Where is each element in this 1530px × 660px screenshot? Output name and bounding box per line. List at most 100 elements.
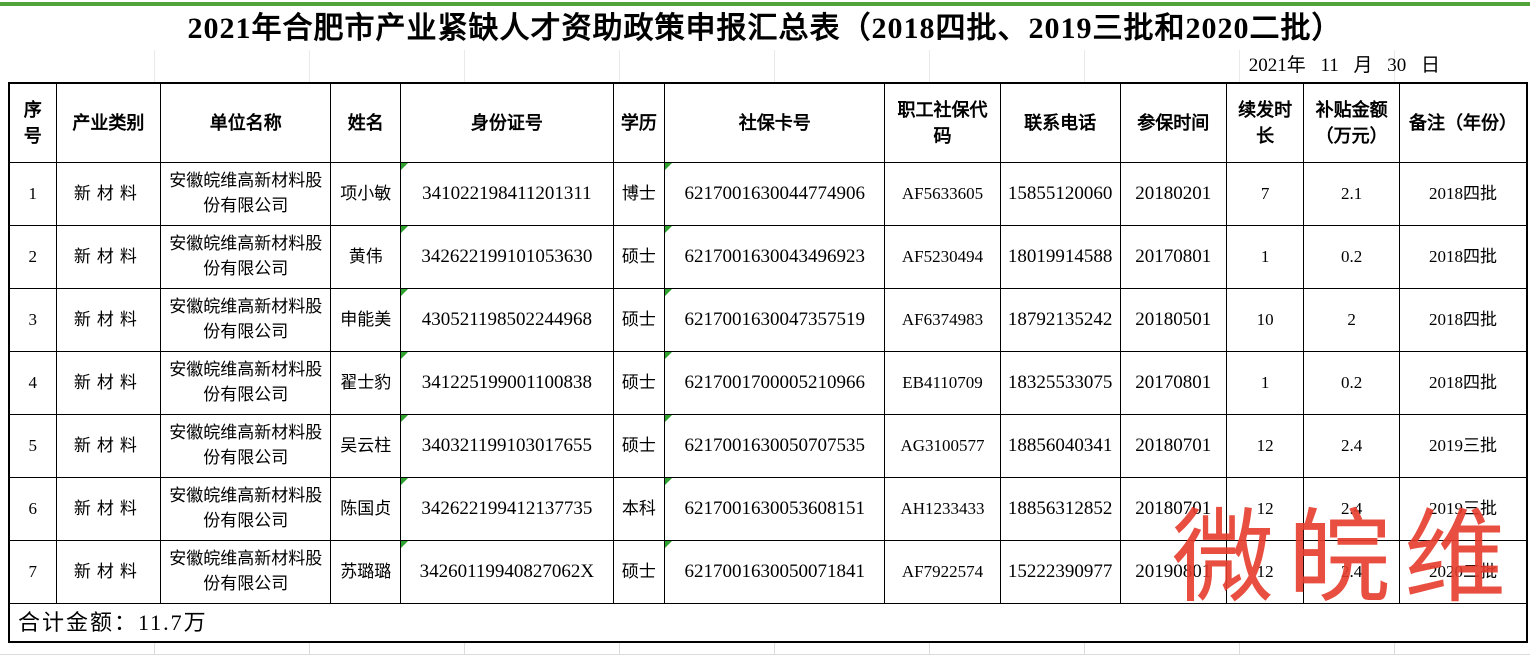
cell-duration: 7	[1225, 162, 1305, 226]
table-footer: 合计金额：11.7万	[8, 603, 1528, 643]
cell-id-number: 342622199412137735	[400, 477, 614, 541]
cell-phone: 18856312852	[999, 477, 1121, 541]
cell-amount: 2	[1303, 288, 1400, 352]
table-row-7: 7 新材料 安徽皖维高新材料股份有限公司 苏璐璐 34260119940827062X 硕…	[8, 540, 1528, 604]
column-header-remark: 备注（年份）	[1398, 82, 1528, 163]
cell-industry: 新材料	[55, 414, 162, 478]
cell-industry: 新材料	[55, 288, 162, 352]
cell-name: 陈国贞	[330, 477, 402, 541]
cell-ssc-code: AH1233433	[884, 477, 1001, 541]
cell-enroll-date: 20180701	[1119, 477, 1227, 541]
cell-ssc-card-number: 6217001630043496923	[664, 225, 886, 289]
column-header-industry: 产业类别	[55, 82, 162, 163]
column-header-id-number: 身份证号	[400, 82, 614, 163]
page-title: 2021年合肥市产业紧缺人才资助政策申报汇总表（2018四批、2019三批和20…	[187, 12, 1343, 45]
cell-name: 黄伟	[330, 225, 402, 289]
cell-education: 硕士	[612, 540, 666, 604]
cell-ssc-code: AF5230494	[884, 225, 1001, 289]
cell-education: 本科	[612, 477, 666, 541]
cell-name: 吴云柱	[330, 414, 402, 478]
column-header-enroll-date: 参保时间	[1119, 82, 1227, 163]
cell-amount: 2.4	[1303, 414, 1400, 478]
cell-ssc-card-number: 6217001630050707535	[664, 414, 886, 478]
cell-id-number: 341225199001100838	[400, 351, 614, 415]
cell-id-number: 430521198502244968	[400, 288, 614, 352]
column-header-phone: 联系电话	[999, 82, 1121, 163]
column-header-ssc-card-number: 社保卡号	[664, 82, 886, 163]
cell-amount: 2.1	[1303, 162, 1400, 226]
cell-company: 安徽皖维高新材料股份有限公司	[160, 225, 332, 289]
bottom-gridlines	[0, 643, 1530, 655]
table-row-2: 2 新材料 安徽皖维高新材料股份有限公司 黄伟 342622199101053630 硕士…	[8, 225, 1528, 289]
cell-phone: 18856040341	[999, 414, 1121, 478]
cell-name: 申能美	[330, 288, 402, 352]
column-header-amount: 补贴金额（万元）	[1303, 82, 1400, 163]
cell-ssc-card-number: 6217001630044774906	[664, 162, 886, 226]
cell-remark: 2018四批	[1398, 351, 1528, 415]
cell-duration: 1	[1225, 225, 1305, 289]
summary-table: 序号 产业类别 单位名称 姓名 身份证号 学历 社保卡号 职工社保代码 联系电话 参保时间 续发时长…	[8, 82, 1528, 643]
cell-id-number: 340321199103017655	[400, 414, 614, 478]
cell-duration: 12	[1225, 477, 1305, 541]
cell-duration: 10	[1225, 288, 1305, 352]
column-header-education: 学历	[612, 82, 666, 163]
cell-remark: 2019三批	[1398, 477, 1528, 541]
cell-industry: 新材料	[55, 540, 162, 604]
cell-ssc-card-number: 6217001630050071841	[664, 540, 886, 604]
cell-industry: 新材料	[55, 351, 162, 415]
cell-enroll-date: 20170801	[1119, 351, 1227, 415]
cell-ssc-card-number: 6217001630053608151	[664, 477, 886, 541]
cell-amount: 2.4	[1303, 540, 1400, 604]
cell-remark: 2020二批	[1398, 540, 1528, 604]
cell-phone: 15222390977	[999, 540, 1121, 604]
cell-company: 安徽皖维高新材料股份有限公司	[160, 162, 332, 226]
cell-remark: 2018四批	[1398, 288, 1528, 352]
cell-index: 2	[8, 225, 57, 289]
cell-index: 1	[8, 162, 57, 226]
cell-ssc-code: AF6374983	[884, 288, 1001, 352]
cell-remark: 2018四批	[1398, 162, 1528, 226]
cell-industry: 新材料	[55, 225, 162, 289]
cell-ssc-code: AG3100577	[884, 414, 1001, 478]
cell-name: 苏璐璐	[330, 540, 402, 604]
cell-enroll-date: 20180701	[1119, 414, 1227, 478]
cell-ssc-card-number: 6217001630047357519	[664, 288, 886, 352]
column-header-name: 姓名	[330, 82, 402, 163]
cell-education: 博士	[612, 162, 666, 226]
table-row-1: 1 新材料 安徽皖维高新材料股份有限公司 项小敏 341022198411201311 博…	[8, 162, 1528, 226]
table-row-3: 3 新材料 安徽皖维高新材料股份有限公司 申能美 430521198502244968 硕…	[8, 288, 1528, 352]
cell-education: 硕士	[612, 414, 666, 478]
cell-company: 安徽皖维高新材料股份有限公司	[160, 477, 332, 541]
cell-duration: 1	[1225, 351, 1305, 415]
cell-company: 安徽皖维高新材料股份有限公司	[160, 351, 332, 415]
cell-company: 安徽皖维高新材料股份有限公司	[160, 414, 332, 478]
table-row-4: 4 新材料 安徽皖维高新材料股份有限公司 翟士豹 341225199001100838 硕…	[8, 351, 1528, 415]
cell-industry: 新材料	[55, 162, 162, 226]
cell-amount: 0.2	[1303, 351, 1400, 415]
table-body: 1 新材料 安徽皖维高新材料股份有限公司 项小敏 341022198411201311 博…	[8, 162, 1528, 604]
cell-name: 项小敏	[330, 162, 402, 226]
total-row: 合计金额：11.7万	[8, 603, 1528, 643]
header-row: 序号 产业类别 单位名称 姓名 身份证号 学历 社保卡号 职工社保代码 联系电话 参保时间 续发时长…	[8, 82, 1528, 163]
cell-phone: 18792135242	[999, 288, 1121, 352]
cell-duration: 12	[1225, 414, 1305, 478]
cell-education: 硕士	[612, 225, 666, 289]
cell-enroll-date: 20170801	[1119, 225, 1227, 289]
cell-phone: 18325533075	[999, 351, 1121, 415]
column-header-duration: 续发时长	[1225, 82, 1305, 163]
cell-education: 硕士	[612, 288, 666, 352]
cell-amount: 0.2	[1303, 225, 1400, 289]
cell-name: 翟士豹	[330, 351, 402, 415]
cell-duration: 12	[1225, 540, 1305, 604]
cell-id-number: 341022198411201311	[400, 162, 614, 226]
cell-index: 7	[8, 540, 57, 604]
cell-index: 3	[8, 288, 57, 352]
cell-ssc-card-number: 6217001700005210966	[664, 351, 886, 415]
total-amount-label: 合计金额：11.7万	[8, 603, 1528, 643]
cell-ssc-code: AF7922574	[884, 540, 1001, 604]
column-header-ssc-code: 职工社保代码	[884, 82, 1001, 163]
column-header-company: 单位名称	[160, 82, 332, 163]
cell-enroll-date: 20190801	[1119, 540, 1227, 604]
cell-enroll-date: 20180201	[1119, 162, 1227, 226]
cell-id-number: 34260119940827062X	[400, 540, 614, 604]
